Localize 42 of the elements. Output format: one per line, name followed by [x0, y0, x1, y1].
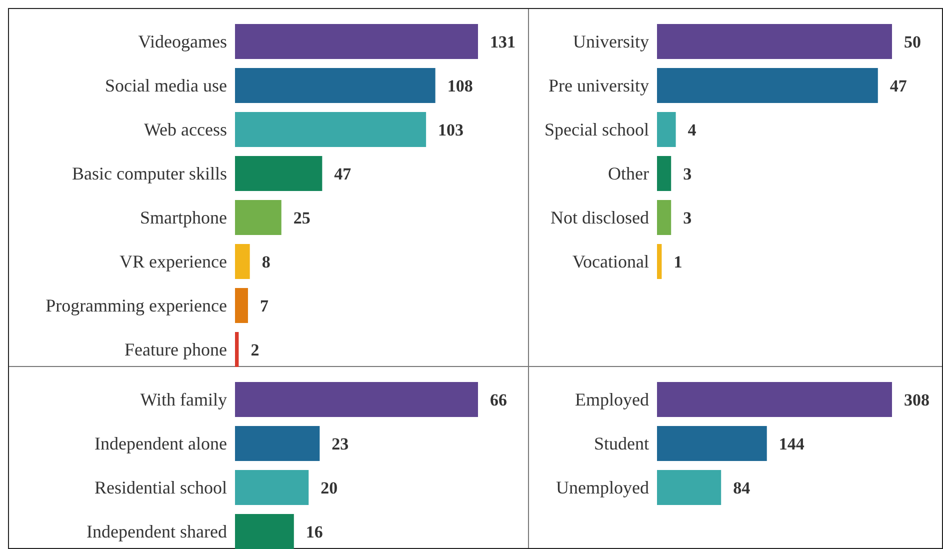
data-label: 25: [293, 208, 310, 228]
y-tick-label: Residential school: [94, 477, 227, 498]
data-label: 47: [334, 164, 352, 184]
y-tick-label: Smartphone: [140, 207, 227, 228]
data-label: 3: [683, 164, 692, 184]
y-tick-label: With family: [140, 389, 227, 410]
data-label: 84: [733, 478, 751, 498]
y-tick-label: Videogames: [138, 31, 227, 52]
data-label: 7: [260, 296, 269, 316]
data-label: 16: [306, 522, 323, 542]
y-tick-label: Feature phone: [124, 339, 228, 360]
data-label: 23: [332, 434, 349, 454]
data-label: 66: [490, 390, 507, 410]
y-tick-label: Employed: [575, 389, 649, 410]
data-label: 47: [890, 76, 908, 96]
y-tick-label: Programming experience: [46, 295, 228, 316]
y-tick-label: University: [573, 31, 649, 52]
y-tick-label: Web access: [144, 119, 227, 140]
data-label: 50: [904, 32, 921, 52]
data-label: 1: [674, 252, 682, 272]
y-tick-label: Unemployed: [556, 477, 649, 498]
data-label: 144: [778, 434, 805, 454]
y-tick-label: Other: [608, 163, 650, 184]
data-label: 131: [490, 32, 516, 52]
data-label: 308: [904, 390, 930, 410]
data-label: 8: [262, 252, 270, 272]
y-tick-label: Student: [594, 433, 649, 454]
y-tick-label: Not disclosed: [550, 207, 649, 228]
y-tick-label: Special school: [544, 119, 649, 140]
data-label: 2: [250, 340, 260, 360]
y-tick-label: Basic computer skills: [72, 163, 227, 184]
y-tick-label: Independent alone: [94, 433, 227, 454]
y-tick-label: Pre university: [548, 75, 649, 96]
y-tick-label: VR experience: [120, 251, 228, 272]
y-tick-label: Social media use: [105, 75, 228, 96]
data-label: 103: [438, 120, 464, 140]
y-tick-label: Vocational: [572, 251, 649, 272]
data-label: 3: [683, 208, 692, 228]
data-label: 108: [447, 76, 473, 96]
y-tick-label: Independent shared: [86, 521, 227, 542]
data-label: 20: [320, 478, 338, 498]
data-label: 4: [688, 120, 697, 140]
